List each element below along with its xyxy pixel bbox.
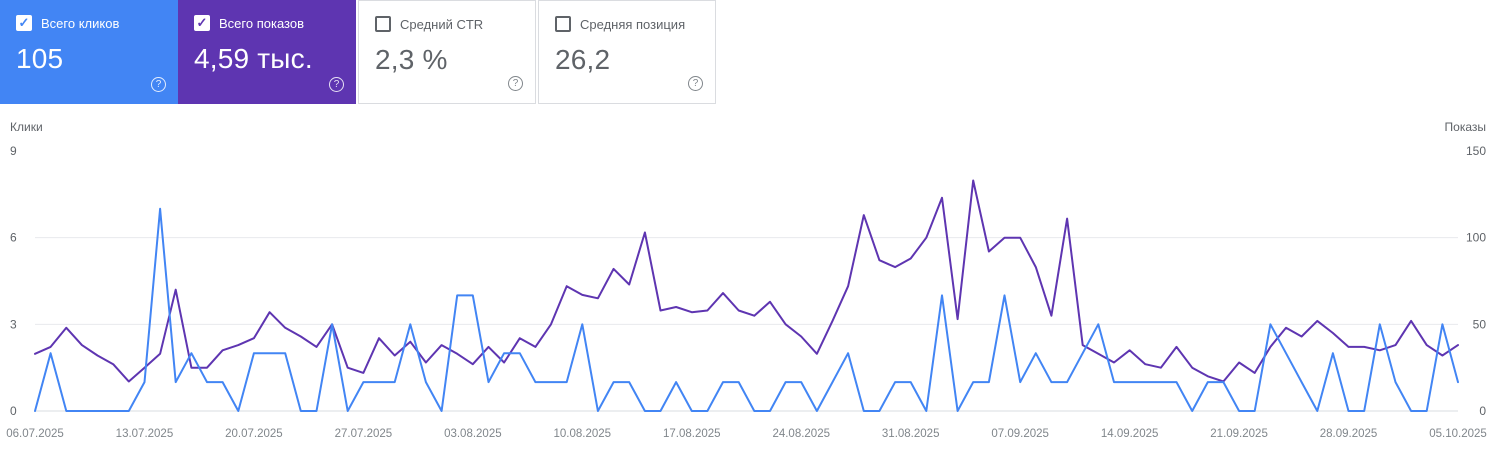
average-position-label: Средняя позиция <box>580 16 686 32</box>
card-header: Всего показов <box>194 15 340 31</box>
impressions-series-line <box>34 179 1459 383</box>
help-icon[interactable] <box>508 76 523 91</box>
total-impressions-value: 4,59 тыс. <box>194 43 313 74</box>
card-header: Средний CTR <box>375 16 519 32</box>
right-axis-tick-label: 0 <box>1479 404 1486 418</box>
average-position-checkbox[interactable] <box>555 16 571 32</box>
card-total-clicks[interactable]: Всего кликов 105 <box>0 0 178 104</box>
card-average-position[interactable]: Средняя позиция 26,2 <box>538 0 716 104</box>
x-axis-date-label: 21.09.2025 <box>1210 428 1268 440</box>
help-icon[interactable] <box>151 77 166 92</box>
x-axis-date-label: 27.07.2025 <box>335 428 393 440</box>
average-position-value: 26,2 <box>555 44 611 75</box>
card-total-impressions[interactable]: Всего показов 4,59 тыс. <box>178 0 356 104</box>
x-axis-date-label: 17.08.2025 <box>663 428 721 440</box>
card-header: Всего кликов <box>16 15 162 31</box>
left-axis-tick-label: 6 <box>10 231 17 245</box>
total-clicks-label: Всего кликов <box>41 15 120 31</box>
clicks-series-line <box>34 207 1459 412</box>
average-ctr-value: 2,3 % <box>375 44 448 75</box>
x-axis-date-label: 28.09.2025 <box>1320 428 1378 440</box>
left-axis-title: Клики <box>10 120 43 134</box>
total-impressions-checkbox[interactable] <box>194 15 210 31</box>
left-axis-tick-label: 9 <box>10 144 17 158</box>
total-impressions-label: Всего показов <box>219 15 304 31</box>
x-axis-date-label: 10.08.2025 <box>554 428 612 440</box>
x-axis-date-label: 05.10.2025 <box>1429 428 1487 440</box>
x-axis-date-label: 06.07.2025 <box>6 428 64 440</box>
x-axis-date-label: 31.08.2025 <box>882 428 940 440</box>
card-header: Средняя позиция <box>555 16 699 32</box>
performance-chart: Клики Показы 0 3 6 9 0 50 100 150 06.07.2025 13.07.… <box>0 104 1494 458</box>
left-axis-tick-label: 3 <box>10 317 17 331</box>
x-axis-date-label: 24.08.2025 <box>772 428 830 440</box>
right-axis-tick-label: 50 <box>1473 317 1487 331</box>
help-icon[interactable] <box>329 77 344 92</box>
total-clicks-checkbox[interactable] <box>16 15 32 31</box>
x-axis-date-label: 07.09.2025 <box>991 428 1049 440</box>
average-ctr-label: Средний CTR <box>400 16 484 32</box>
total-clicks-value: 105 <box>16 43 64 74</box>
x-axis-date-label: 03.08.2025 <box>444 428 502 440</box>
metric-cards: Всего кликов 105 Всего показов 4,59 тыс.… <box>0 0 1494 104</box>
average-ctr-checkbox[interactable] <box>375 16 391 32</box>
card-average-ctr[interactable]: Средний CTR 2,3 % <box>358 0 536 104</box>
x-axis-date-label: 14.09.2025 <box>1101 428 1159 440</box>
x-axis-date-label: 20.07.2025 <box>225 428 283 440</box>
right-axis-title: Показы <box>1445 120 1486 134</box>
left-axis-tick-label: 0 <box>10 404 17 418</box>
clicks-impressions-line-chart: Клики Показы 0 3 6 9 0 50 100 150 06.07.2025 13.07.… <box>6 120 1487 440</box>
right-axis-tick-label: 100 <box>1466 231 1486 245</box>
help-icon[interactable] <box>688 76 703 91</box>
x-axis-date-label: 13.07.2025 <box>116 428 174 440</box>
right-axis-tick-label: 150 <box>1466 144 1486 158</box>
